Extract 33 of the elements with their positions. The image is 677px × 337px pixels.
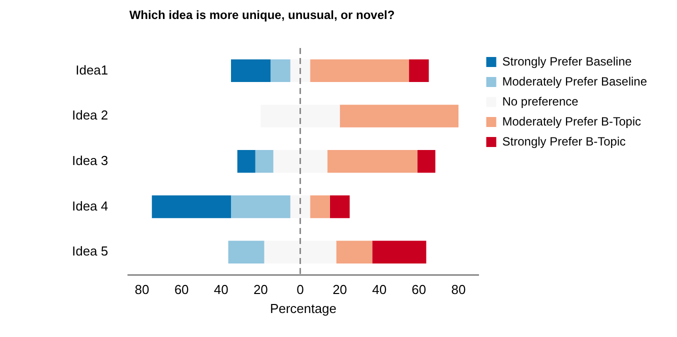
bar <box>260 104 340 128</box>
bar <box>330 195 350 218</box>
legend-label: Moderately Prefer Baseline <box>502 74 648 88</box>
bar <box>310 195 330 218</box>
bar <box>152 195 232 218</box>
legend-label: No preference <box>502 94 579 108</box>
x-tick-label: 0 <box>296 282 304 298</box>
bar <box>231 59 271 82</box>
y-tick-label: Idea 4 <box>72 198 108 214</box>
bar <box>290 195 310 218</box>
bar <box>417 150 436 173</box>
bar <box>409 59 429 82</box>
chart-title: Which idea is more unique, unusual, or novel? <box>128 8 396 22</box>
legend-label: Moderately Prefer B-Topic <box>502 114 641 128</box>
bar <box>372 240 426 264</box>
x-tick-label: 60 <box>174 282 189 298</box>
x-tick-label: 80 <box>134 282 150 298</box>
x-tick-label: 20 <box>332 282 348 298</box>
x-tick-label: 60 <box>412 282 426 298</box>
bar <box>231 195 290 218</box>
y-tick-label: Idea 5 <box>72 244 108 259</box>
bar <box>340 104 458 128</box>
y-tick-label: Idea1 <box>76 62 108 78</box>
legend-label: Strongly Prefer Baseline <box>502 54 632 68</box>
y-tick-label: Idea 3 <box>72 152 108 168</box>
y-tick-label: Idea 2 <box>72 108 108 123</box>
x-tick-label: 80 <box>451 282 466 298</box>
legend-label: Strongly Prefer B-Topic <box>502 134 626 148</box>
bar <box>237 150 256 173</box>
x-axis-title: Percentage <box>270 300 336 316</box>
x-tick-label: 40 <box>372 282 387 298</box>
x-tick-label: 40 <box>214 282 228 298</box>
x-tick-label: 20 <box>253 282 268 298</box>
